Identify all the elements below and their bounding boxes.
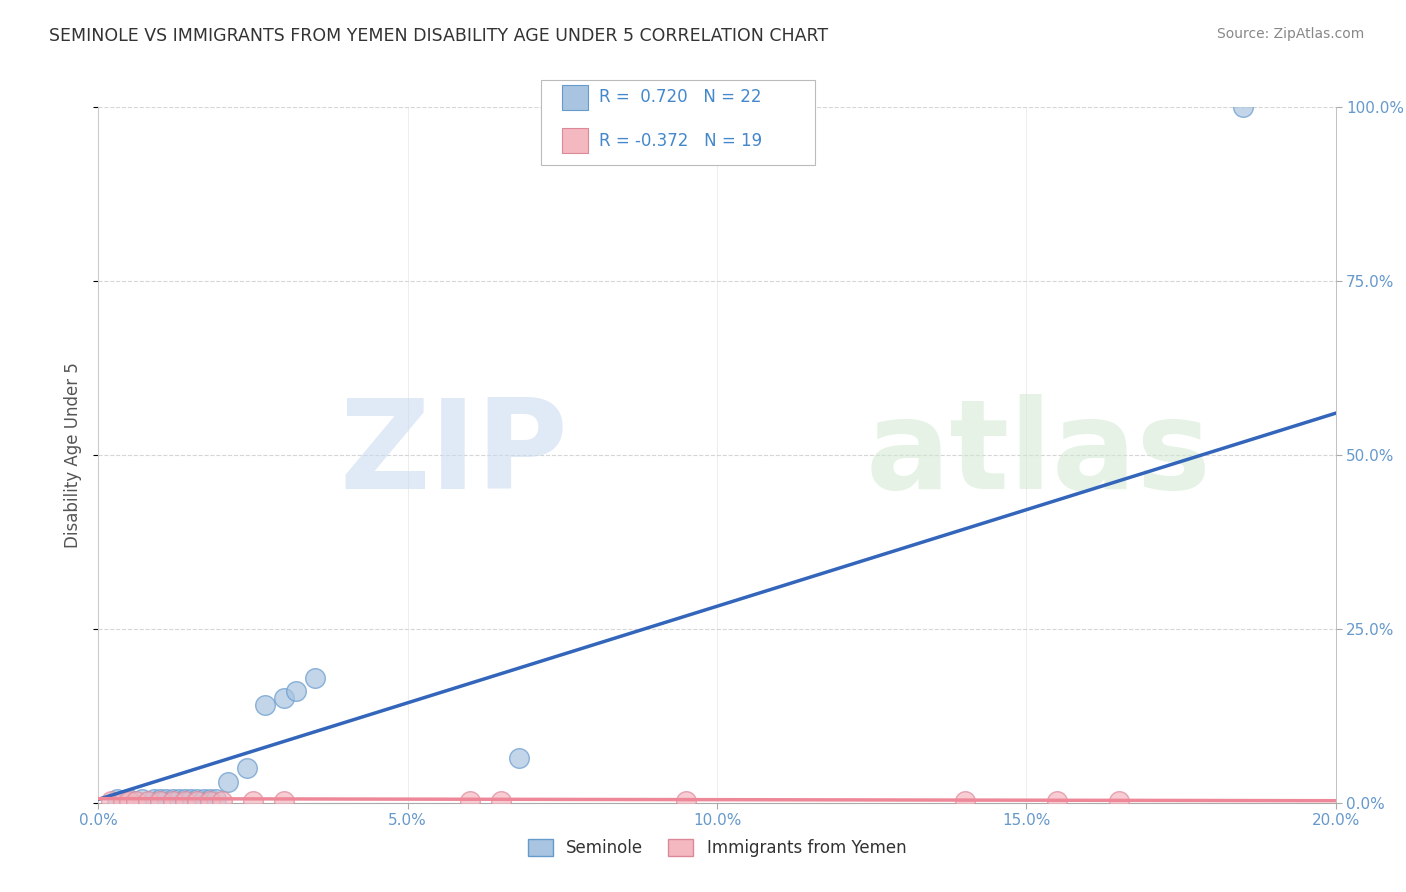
- Point: [136, 794, 159, 808]
- Point: [508, 750, 530, 764]
- Point: [198, 794, 221, 808]
- Point: [118, 792, 141, 806]
- Point: [180, 792, 202, 806]
- Point: [174, 794, 197, 808]
- Point: [105, 792, 128, 806]
- Point: [236, 761, 259, 775]
- Point: [186, 792, 208, 806]
- Point: [1232, 100, 1254, 114]
- Point: [112, 794, 135, 808]
- Point: [118, 794, 141, 808]
- Point: [273, 794, 295, 808]
- Y-axis label: Disability Age Under 5: Disability Age Under 5: [65, 362, 83, 548]
- Text: Source: ZipAtlas.com: Source: ZipAtlas.com: [1216, 27, 1364, 41]
- Point: [198, 792, 221, 806]
- Point: [162, 792, 184, 806]
- Point: [149, 792, 172, 806]
- Point: [149, 794, 172, 808]
- Point: [1108, 794, 1130, 808]
- Legend: Seminole, Immigrants from Yemen: Seminole, Immigrants from Yemen: [522, 832, 912, 864]
- Text: SEMINOLE VS IMMIGRANTS FROM YEMEN DISABILITY AGE UNDER 5 CORRELATION CHART: SEMINOLE VS IMMIGRANTS FROM YEMEN DISABI…: [49, 27, 828, 45]
- Point: [273, 691, 295, 706]
- Point: [242, 794, 264, 808]
- Point: [143, 792, 166, 806]
- Point: [205, 792, 228, 806]
- Point: [186, 794, 208, 808]
- Point: [174, 792, 197, 806]
- Point: [489, 794, 512, 808]
- Point: [155, 792, 177, 806]
- Text: atlas: atlas: [866, 394, 1212, 516]
- Point: [458, 794, 481, 808]
- Point: [304, 671, 326, 685]
- Point: [131, 792, 153, 806]
- Text: ZIP: ZIP: [340, 394, 568, 516]
- Point: [217, 775, 239, 789]
- Point: [254, 698, 277, 713]
- Point: [211, 794, 233, 808]
- Point: [193, 792, 215, 806]
- Text: R = -0.372   N = 19: R = -0.372 N = 19: [599, 132, 762, 150]
- Point: [285, 684, 308, 698]
- Text: R =  0.720   N = 22: R = 0.720 N = 22: [599, 88, 762, 106]
- Point: [1046, 794, 1069, 808]
- Point: [953, 794, 976, 808]
- Point: [675, 794, 697, 808]
- Point: [162, 794, 184, 808]
- Point: [100, 794, 122, 808]
- Point: [124, 794, 146, 808]
- Point: [167, 792, 190, 806]
